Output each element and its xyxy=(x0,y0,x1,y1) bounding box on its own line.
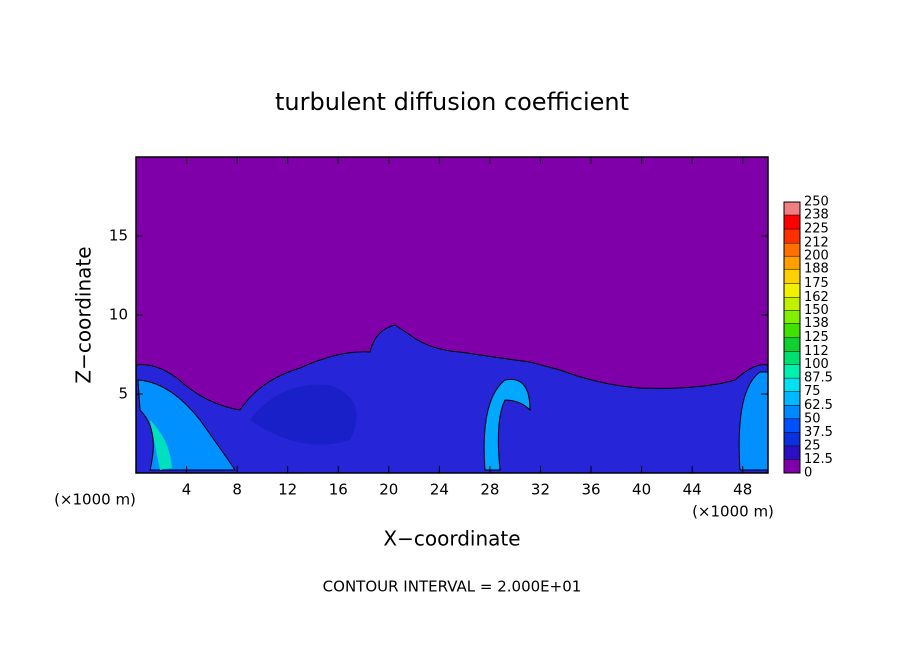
x-tick-label: 40 xyxy=(632,481,651,499)
x-tick-label: 24 xyxy=(430,481,449,499)
x-tick-label: 28 xyxy=(480,481,499,499)
colorbar-tick-label: 100 xyxy=(804,357,829,372)
colorbar-tick-label: 125 xyxy=(804,330,829,345)
colorbar-tick-label: 212 xyxy=(804,236,829,251)
colorbar-tick-label: 138 xyxy=(804,316,829,331)
colorbar-band xyxy=(784,445,800,460)
region-mid xyxy=(738,371,769,471)
x-tick-label: 4 xyxy=(182,481,192,499)
x-tick-label: 48 xyxy=(733,481,752,499)
colorbar-band xyxy=(784,459,800,473)
colorbar-tick-label: 188 xyxy=(804,262,829,277)
colorbar-band xyxy=(784,202,800,216)
colorbar-band xyxy=(784,243,800,257)
colorbar-tick-label: 62.5 xyxy=(804,398,833,413)
x-unit-label: (×1000 m) xyxy=(54,491,136,509)
colorbar-band xyxy=(784,418,800,433)
colorbar-band xyxy=(784,337,800,352)
region-low xyxy=(250,384,357,445)
x-tick-label: 8 xyxy=(232,481,242,499)
y-axis-label: Z−coordinate xyxy=(72,246,96,383)
plot-area xyxy=(135,156,769,474)
colorbar-tick-label: 162 xyxy=(804,290,829,305)
colorbar-tick-label: 0 xyxy=(804,466,812,481)
colorbar-band xyxy=(784,269,800,284)
colorbar-tick-label: 175 xyxy=(804,276,829,291)
colorbar-tick-label: 50 xyxy=(804,411,821,426)
colorbar-band xyxy=(784,364,800,379)
colorbar-tick-label: 25 xyxy=(804,438,821,453)
y-tick-label: 10 xyxy=(109,306,128,324)
region-mid xyxy=(483,378,531,471)
colorbar-band xyxy=(784,432,800,446)
colorbar-band xyxy=(784,351,800,365)
colorbar-band xyxy=(784,310,800,324)
chart-title: turbulent diffusion coefficient xyxy=(275,88,629,116)
colorbar-band xyxy=(784,215,800,230)
x-tick-label: 12 xyxy=(278,481,297,499)
colorbar-band xyxy=(784,323,800,338)
footer-note: CONTOUR INTERVAL = 2.000E+01 xyxy=(323,578,582,596)
x-unit-label: (×1000 m) xyxy=(692,503,774,521)
colorbar-band xyxy=(784,256,800,270)
colorbar-tick-label: 112 xyxy=(804,344,829,359)
x-tick-label: 32 xyxy=(531,481,550,499)
colorbar-band xyxy=(784,405,800,419)
colorbar-band xyxy=(784,283,800,298)
x-tick-label: 20 xyxy=(379,481,398,499)
region-high xyxy=(150,420,172,470)
y-tick-label: 15 xyxy=(109,227,128,245)
colorbar-tick-label: 225 xyxy=(804,222,829,237)
x-tick-label: 44 xyxy=(683,481,702,499)
colorbar-tick-label: 75 xyxy=(804,384,821,399)
colorbar-tick-label: 37.5 xyxy=(804,425,833,440)
x-tick-label: 16 xyxy=(329,481,348,499)
colorbar-band xyxy=(784,229,800,244)
x-axis-label: X−coordinate xyxy=(383,527,520,551)
colorbar-band xyxy=(784,391,800,406)
colorbar-band xyxy=(784,297,800,311)
x-tick-label: 36 xyxy=(581,481,600,499)
colorbar-tick-label: 200 xyxy=(804,249,829,264)
colorbar-band xyxy=(784,378,800,392)
colorbar-tick-label: 238 xyxy=(804,208,829,223)
colorbar-tick-label: 12.5 xyxy=(804,452,833,467)
colorbar-tick-label: 250 xyxy=(804,195,829,210)
colorbar-tick-label: 87.5 xyxy=(804,371,833,386)
y-tick-label: 5 xyxy=(118,385,128,403)
colorbar-tick-label: 150 xyxy=(804,303,829,318)
